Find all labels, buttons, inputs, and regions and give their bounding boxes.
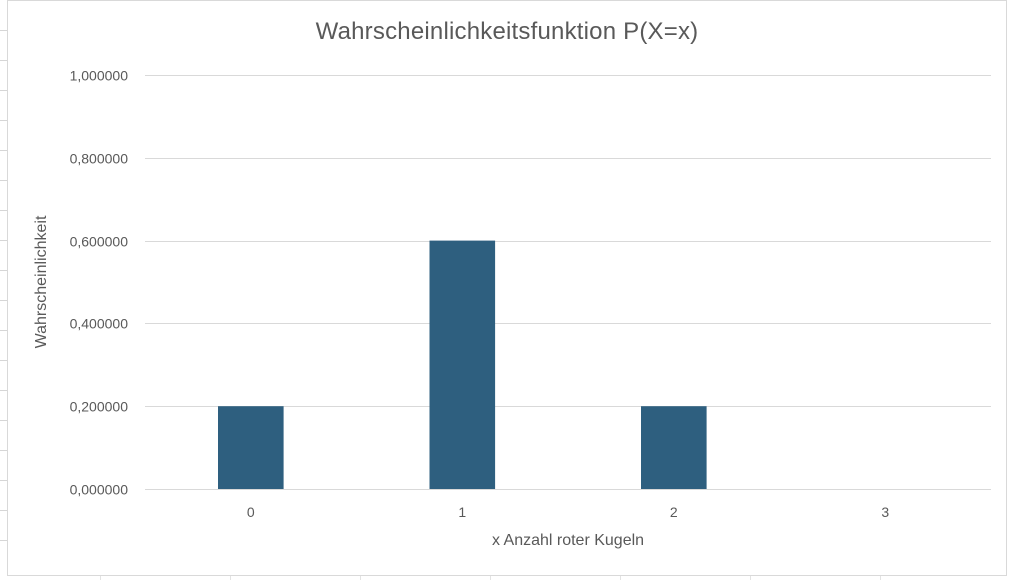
sheet-row-line bbox=[0, 420, 8, 421]
sheet-row-line bbox=[0, 90, 8, 91]
sheet-row-line bbox=[0, 300, 8, 301]
chart-area[interactable] bbox=[7, 0, 1007, 576]
sheet-row-line bbox=[0, 480, 8, 481]
sheet-row-line bbox=[0, 180, 8, 181]
y-tick-label: 0,800000 bbox=[70, 151, 129, 167]
bar-0[interactable] bbox=[218, 406, 284, 489]
sheet-row-line bbox=[0, 390, 8, 391]
y-tick-label: 1,000000 bbox=[70, 68, 129, 84]
y-tick-label: 0,200000 bbox=[70, 399, 129, 415]
sheet-row-line bbox=[0, 60, 8, 61]
sheet-row-line bbox=[0, 360, 8, 361]
x-tick-label: 2 bbox=[670, 504, 678, 520]
x-tick-label: 1 bbox=[458, 504, 466, 520]
x-tick-label: 3 bbox=[881, 504, 889, 520]
sheet-row-line bbox=[0, 30, 8, 31]
sheet-row-line bbox=[0, 150, 8, 151]
sheet-row-line bbox=[0, 540, 8, 541]
sheet-row-line bbox=[0, 510, 8, 511]
bar-1[interactable] bbox=[429, 240, 496, 489]
y-tick-label: 0,000000 bbox=[70, 482, 129, 498]
y-tick-label: 0,600000 bbox=[70, 234, 129, 250]
chart-title[interactable]: Wahrscheinlichkeitsfunktion P(X=x) bbox=[315, 18, 699, 45]
sheet-row-line bbox=[0, 120, 8, 121]
sheet-row-line bbox=[0, 270, 8, 271]
bar-2[interactable] bbox=[641, 406, 707, 489]
sheet-row-line bbox=[0, 330, 8, 331]
sheet-row-line bbox=[0, 450, 8, 451]
x-tick-label: 0 bbox=[247, 504, 255, 520]
x-axis-title[interactable]: x Anzahl roter Kugeln bbox=[491, 532, 645, 549]
sheet-row-line bbox=[0, 210, 8, 211]
y-tick-label: 0,400000 bbox=[70, 316, 129, 332]
sheet-row-line bbox=[0, 240, 8, 241]
